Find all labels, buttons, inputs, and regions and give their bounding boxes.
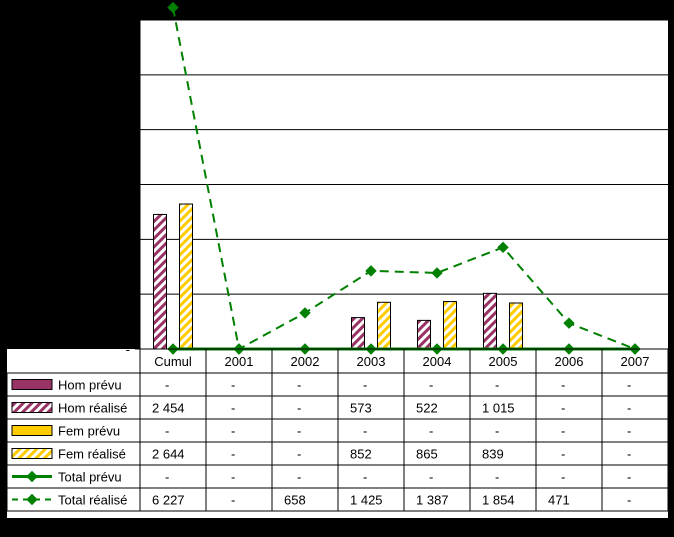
table-cell: - — [429, 424, 433, 439]
table-cell: - — [495, 378, 499, 393]
table-cell: - — [627, 447, 631, 462]
point-total-r-alis- — [497, 241, 509, 254]
table-cell: - — [231, 470, 235, 485]
table-cell: - — [627, 401, 631, 416]
table-cell: - — [495, 424, 499, 439]
bar-fem-r-alis- — [509, 302, 523, 350]
bar-hom-r-alis- — [351, 317, 365, 350]
table-cell: - — [297, 470, 301, 485]
legend-label: Fem prévu — [58, 424, 120, 439]
legend-key-hom-r-alis- — [11, 402, 53, 413]
table-cell: - — [495, 470, 499, 485]
table-cell: - — [627, 470, 631, 485]
table-cell: - — [627, 378, 631, 393]
table-cell: - — [165, 424, 169, 439]
table-cell: - — [231, 493, 235, 508]
point-total-r-alis- — [299, 307, 311, 319]
point-total-r-alis- — [167, 1, 179, 14]
table-cell: - — [231, 447, 235, 462]
table-cell: 6 227 — [152, 493, 185, 508]
legend-label: Total prévu — [58, 470, 122, 485]
y-tick-label: 4 000 — [97, 123, 130, 138]
point-total-r-alis- — [563, 317, 575, 329]
table-cell: - — [561, 401, 565, 416]
bar-hom-r-alis- — [417, 319, 431, 350]
table-cell: 1 015 — [482, 401, 515, 416]
legend-key-fem-pr-vu — [11, 425, 53, 436]
table-cell: - — [429, 378, 433, 393]
point-total-r-alis- — [365, 265, 377, 277]
legend-marker-total-r-alis- — [26, 493, 38, 506]
table-cell: 1 387 — [416, 493, 449, 508]
x-tick-label: 2001 — [225, 354, 254, 369]
y-tick-label: - — [126, 342, 130, 357]
legend-label: Fem réalisé — [58, 447, 126, 462]
y-tick-label: 5 000 — [97, 68, 130, 83]
table-cell: 658 — [284, 493, 306, 508]
table-cell: 865 — [416, 447, 438, 462]
y-tick-label: 2 000 — [97, 232, 130, 247]
table-cell: - — [231, 401, 235, 416]
x-tick-label: 2003 — [357, 354, 386, 369]
bar-fem-r-alis- — [179, 203, 193, 350]
table-cell: - — [297, 378, 301, 393]
table-cell: 1 854 — [482, 493, 515, 508]
y-tick-label: 1 000 — [97, 287, 130, 302]
x-tick-label: 2002 — [291, 354, 320, 369]
x-tick-label: 2006 — [555, 354, 584, 369]
table-cell: 2 454 — [152, 401, 185, 416]
line-total-r-alis- — [172, 7, 636, 351]
legend-label: Hom réalisé — [58, 401, 127, 416]
table-cell: - — [363, 424, 367, 439]
y-tick-label: 3 000 — [97, 178, 130, 193]
point-total-r-alis- — [431, 267, 443, 279]
legend-label: Total réalisé — [58, 493, 127, 508]
table-cell: - — [231, 378, 235, 393]
bar-hom-r-alis- — [153, 213, 167, 350]
table-cell: 2 644 — [152, 447, 185, 462]
table-cell: - — [561, 424, 565, 439]
table-cell: 839 — [482, 447, 504, 462]
table-cell: - — [429, 470, 433, 485]
table-cell: - — [165, 378, 169, 393]
table-cell: 471 — [548, 493, 570, 508]
table-cell: - — [297, 424, 301, 439]
legend-key-hom-pr-vu — [11, 379, 53, 390]
table-cell: 522 — [416, 401, 438, 416]
x-tick-label: 2004 — [423, 354, 452, 369]
table-cell: - — [297, 447, 301, 462]
legend-label: Hom prévu — [58, 378, 122, 393]
x-tick-label: 2005 — [489, 354, 518, 369]
legend-marker-total-pr-vu — [26, 470, 38, 483]
table-cell: - — [561, 470, 565, 485]
table-cell: - — [627, 424, 631, 439]
legend-key-fem-r-alis- — [11, 448, 53, 459]
table-cell: - — [561, 447, 565, 462]
table-cell: 852 — [350, 447, 372, 462]
table-cell: - — [627, 493, 631, 508]
table-cell: - — [165, 470, 169, 485]
table-cell: - — [231, 424, 235, 439]
table-cell: - — [297, 401, 301, 416]
bar-hom-r-alis- — [483, 292, 497, 350]
bar-fem-r-alis- — [443, 301, 457, 350]
bar-fem-r-alis- — [377, 301, 391, 350]
x-tick-label: 2007 — [621, 354, 650, 369]
table-cell: 1 425 — [350, 493, 383, 508]
table-cell: 573 — [350, 401, 372, 416]
table-cell: - — [363, 378, 367, 393]
table-cell: - — [561, 378, 565, 393]
table-cell: - — [363, 470, 367, 485]
x-tick-label: Cumul — [154, 354, 192, 369]
y-tick-label: 6 000 — [97, 13, 130, 28]
